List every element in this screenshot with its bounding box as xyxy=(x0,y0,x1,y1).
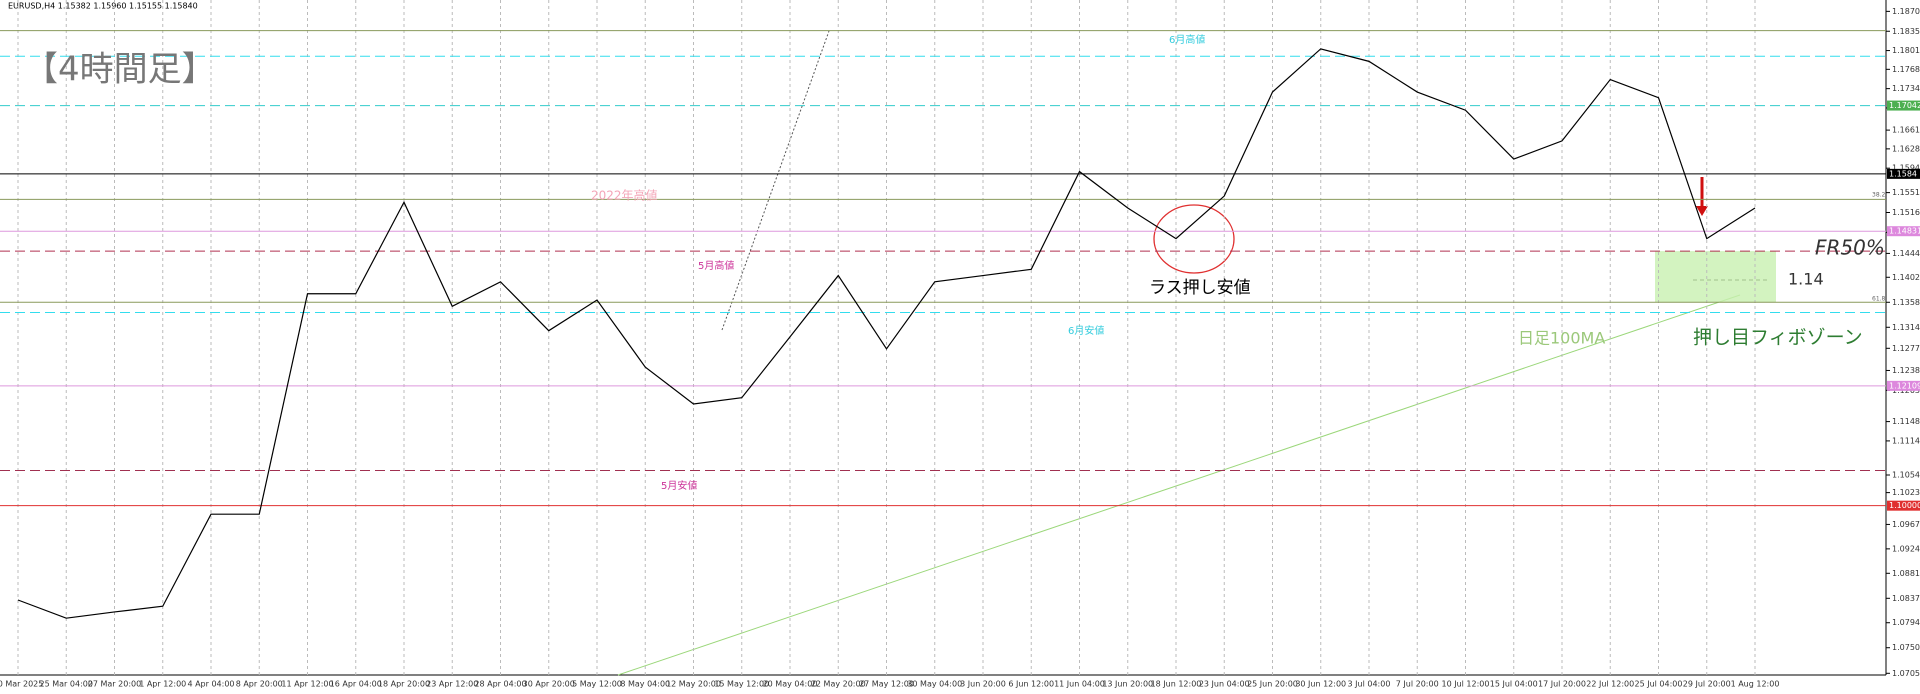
x-tick-label: 20 May 04:00 xyxy=(763,680,818,689)
price-line xyxy=(17,48,1756,619)
x-tick-label: 7 Jul 20:00 xyxy=(1396,680,1439,689)
annotation: 【4時間足】 xyxy=(24,50,216,90)
annotation: 5月高値 xyxy=(698,259,734,272)
x-tick-label: 6 Jun 12:00 xyxy=(1008,680,1054,689)
x-tick-label: 15 May 12:00 xyxy=(714,680,769,689)
x-tick-label: 8 May 04:00 xyxy=(620,680,670,689)
y-tick-label: 1.13580 xyxy=(1892,298,1920,307)
x-tick-label: 16 Apr 04:00 xyxy=(330,680,382,689)
trend-line xyxy=(721,30,830,331)
annotation: 38.2 xyxy=(1872,192,1886,199)
x-tick-label: 18 Jun 12:00 xyxy=(1151,680,1202,689)
y-tick-label: 1.18010 xyxy=(1892,46,1920,55)
y-tick-label: 1.10230 xyxy=(1892,488,1920,497)
annotation: ラス押し安値 xyxy=(1149,278,1251,298)
y-tick-label: 1.07940 xyxy=(1892,618,1920,627)
x-tick-label: 11 Apr 12:00 xyxy=(281,680,333,689)
x-tick-label: 30 Jun 12:00 xyxy=(1295,680,1346,689)
y-tick-label: 1.07050 xyxy=(1892,669,1920,678)
x-tick-label: 1 Aug 12:00 xyxy=(1731,680,1780,689)
x-tick-label: 25 Jul 04:00 xyxy=(1635,680,1683,689)
y-tick-label: 1.14020 xyxy=(1892,273,1920,282)
fibo-zone xyxy=(1655,251,1776,303)
y-tick-label: 1.08810 xyxy=(1892,569,1920,578)
x-tick-label: 12 May 20:00 xyxy=(666,680,721,689)
x-tick-label: 17 Jul 20:00 xyxy=(1538,680,1586,689)
annotation: 1.14 xyxy=(1788,270,1824,289)
x-tick-label: 28 Apr 04:00 xyxy=(474,680,526,689)
x-tick-label: 27 May 12:00 xyxy=(859,680,914,689)
x-tick-label: 11 Jun 04:00 xyxy=(1054,680,1105,689)
y-tick-label: 1.09240 xyxy=(1892,544,1920,553)
y-tick-label: 1.15510 xyxy=(1892,188,1920,197)
y-tick-label: 1.16280 xyxy=(1892,144,1920,153)
price-box-label: 1.14831 xyxy=(1889,227,1920,236)
price-box-label: 1.10000 xyxy=(1889,501,1920,510)
y-tick-label: 1.10540 xyxy=(1892,471,1920,480)
y-tick-label: 1.17680 xyxy=(1892,65,1920,74)
y-tick-label: 1.13140 xyxy=(1892,323,1920,332)
y-tick-label: 1.11480 xyxy=(1892,417,1920,426)
price-box-label: 1.17042 xyxy=(1889,101,1920,110)
annotation: 押し目フィボゾーン xyxy=(1693,327,1863,349)
y-tick-label: 1.08370 xyxy=(1892,594,1920,603)
annotation: 6月高値 xyxy=(1169,33,1205,46)
y-tick-label: 1.18350 xyxy=(1892,27,1920,36)
y-tick-label: 1.14440 xyxy=(1892,249,1920,258)
daily-ma100 xyxy=(617,294,1741,676)
x-tick-label: 27 Mar 20:00 xyxy=(88,680,141,689)
y-tick-label: 1.09670 xyxy=(1892,520,1920,529)
annotation: FR50% xyxy=(1815,236,1885,260)
x-tick-label: 22 Jul 12:00 xyxy=(1586,680,1634,689)
x-tick-label: 8 Apr 20:00 xyxy=(236,680,283,689)
x-tick-label: 23 Apr 12:00 xyxy=(426,680,478,689)
x-tick-label: 10 Jul 12:00 xyxy=(1442,680,1490,689)
annotation: 5月安値 xyxy=(661,479,697,492)
price-box xyxy=(1887,380,1920,391)
x-tick-label: 25 Mar 04:00 xyxy=(40,680,93,689)
x-tick-label: 30 May 04:00 xyxy=(907,680,962,689)
y-tick-label: 1.15160 xyxy=(1892,208,1920,217)
annotation: 6月安値 xyxy=(1068,324,1104,337)
x-tick-label: 30 Apr 20:00 xyxy=(523,680,575,689)
price-box xyxy=(1887,100,1920,111)
x-tick-label: 18 Apr 20:00 xyxy=(378,680,430,689)
y-tick-label: 1.17340 xyxy=(1892,84,1920,93)
y-tick-label: 1.15940 xyxy=(1892,164,1920,173)
x-tick-label: 29 Jul 20:00 xyxy=(1683,680,1731,689)
price-box xyxy=(1887,168,1920,179)
x-tick-label: 20 Mar 2025 xyxy=(0,680,43,689)
price-box xyxy=(1887,226,1920,237)
x-tick-label: 5 May 12:00 xyxy=(572,680,622,689)
x-tick-label: 22 May 20:00 xyxy=(811,680,866,689)
x-tick-label: 3 Jun 20:00 xyxy=(960,680,1006,689)
x-tick-label: 23 Jun 04:00 xyxy=(1199,680,1250,689)
arrow-head xyxy=(1696,206,1708,216)
y-tick-label: 1.07500 xyxy=(1892,643,1920,652)
y-tick-label: 1.18700 xyxy=(1892,7,1920,16)
chart-title: EURUSD,H4 1.15382 1.15960 1.15155 1.1584… xyxy=(8,2,198,11)
y-tick-label: 1.16610 xyxy=(1892,126,1920,135)
y-tick-label: 1.12770 xyxy=(1892,344,1920,353)
price-box xyxy=(1887,500,1920,511)
x-tick-label: 25 Jun 20:00 xyxy=(1247,680,1298,689)
x-tick-label: 15 Jul 04:00 xyxy=(1490,680,1538,689)
circle-marker xyxy=(1153,204,1235,274)
x-tick-label: 13 Jun 20:00 xyxy=(1102,680,1153,689)
price-box-label: 1.1584 xyxy=(1889,169,1917,178)
y-tick-label: 1.11140 xyxy=(1892,436,1920,445)
y-tick-label: 1.12380 xyxy=(1892,366,1920,375)
annotation: 61.8 xyxy=(1872,296,1886,303)
x-tick-label: 3 Jul 04:00 xyxy=(1348,680,1391,689)
annotation: 日足100MA xyxy=(1518,329,1605,348)
x-tick-label: 1 Apr 12:00 xyxy=(139,680,186,689)
price-box-label: 1.12109 xyxy=(1889,381,1920,390)
annotation: 2022年高値 xyxy=(591,188,658,203)
x-tick-label: 4 Apr 04:00 xyxy=(187,680,234,689)
